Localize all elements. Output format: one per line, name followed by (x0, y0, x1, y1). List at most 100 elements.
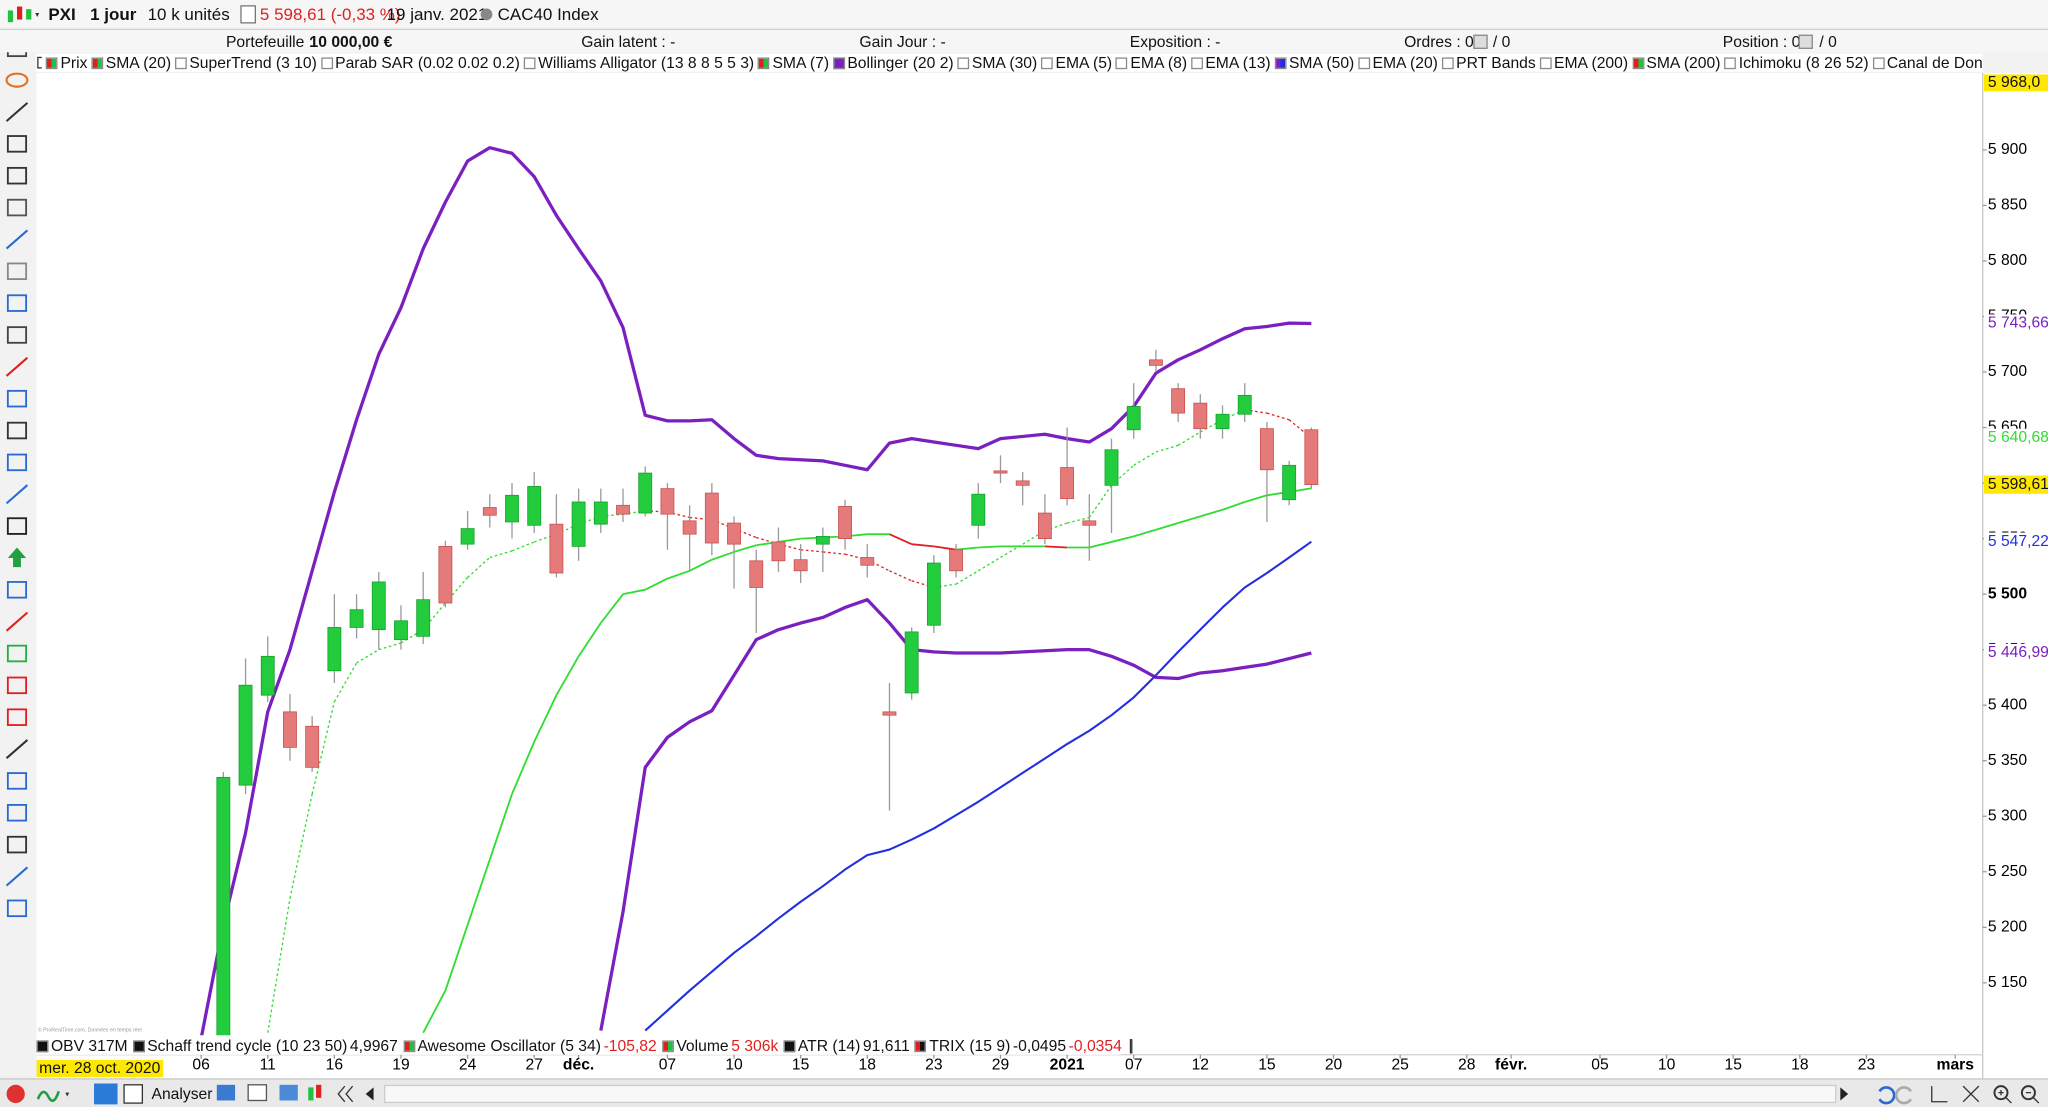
tool-icon[interactable] (6, 644, 28, 663)
last-price: 5 598,61 (-0,33 %) (259, 4, 401, 25)
zoom-out[interactable] (2020, 1085, 2036, 1101)
indicator-icon[interactable] (36, 1090, 61, 1103)
indicator-checkbox (1872, 56, 1885, 69)
tool-icon[interactable] (6, 326, 28, 344)
candle-body (815, 535, 830, 545)
tool-icon[interactable] (316, 1084, 322, 1098)
scrollbar[interactable] (383, 1084, 1837, 1104)
autoscale[interactable] (1931, 1086, 1948, 1103)
tool-icon[interactable] (6, 899, 28, 918)
tool-icon[interactable] (5, 229, 29, 250)
indicator-toggle[interactable]: SuperTrend (3 10) (174, 54, 317, 72)
indicator-label: ATR (14) (797, 1036, 861, 1055)
tool-icon[interactable] (6, 835, 28, 854)
indicator-toggle[interactable]: SMA (200) (1632, 54, 1720, 72)
indicator-toggle[interactable]: Canal de Don (1872, 54, 1983, 72)
units-select[interactable]: 10 k unités (147, 4, 230, 25)
tool-icon[interactable] (7, 547, 27, 568)
period-select[interactable]: 1 jour (90, 4, 137, 25)
orders-icon[interactable] (1473, 33, 1488, 49)
indicator-segment (578, 515, 602, 525)
lower-indicator[interactable]: Awesome Oscillator (5 34) -105,82 (403, 1037, 657, 1055)
tool-icon[interactable] (5, 484, 29, 505)
indicator-toggle[interactable]: EMA (8) (1116, 54, 1187, 72)
window-icon[interactable] (123, 1084, 144, 1104)
tool-icon[interactable] (6, 262, 28, 281)
indicator-toggle[interactable]: PRT Bands (1441, 54, 1536, 72)
tool-icon[interactable] (279, 1084, 298, 1101)
undo[interactable] (1878, 1086, 1896, 1105)
indicator-toggle[interactable]: EMA (13) (1190, 54, 1271, 72)
indicator-segment (533, 694, 558, 743)
share-icon[interactable] (94, 1083, 118, 1105)
candle-body (771, 541, 786, 562)
redo[interactable] (1894, 1086, 1912, 1105)
indicator-toggle[interactable]: Williams Alligator (13 8 8 5 5 3) (523, 54, 754, 72)
tool-icon[interactable] (216, 1084, 236, 1101)
indicator-toggle[interactable]: EMA (20) (1358, 54, 1438, 72)
tool-icon[interactable] (6, 421, 28, 440)
indicator-segment (1044, 545, 1068, 549)
scroll-step-left[interactable] (365, 1087, 374, 1101)
tool-icon[interactable] (6, 581, 28, 599)
instrument-name: CAC40 Index (497, 4, 599, 25)
indicator-toggle[interactable]: SMA (7) (758, 54, 829, 72)
scroll-left[interactable] (337, 1085, 354, 1103)
lower-indicator[interactable]: TRIX (15 9) -0,0495 -0,0354 (914, 1037, 1122, 1055)
alert-icon[interactable] (6, 1084, 25, 1104)
candle-body (616, 504, 630, 515)
indicator-checkbox (832, 56, 845, 69)
tool-icon[interactable] (247, 1084, 268, 1102)
info-icon[interactable] (240, 5, 256, 24)
tool-icon[interactable] (5, 866, 29, 887)
indicator-toggle[interactable]: Parab SAR (0.02 0.02 0.2) (320, 53, 520, 72)
indicator-label: Parab SAR (0.02 0.02 0.2) (335, 53, 520, 72)
indicator-segment (1244, 494, 1268, 503)
symbol[interactable]: PXI (48, 4, 76, 25)
tool-icon[interactable] (6, 517, 28, 535)
indicator-toggle[interactable]: EMA (200) (1539, 54, 1628, 72)
indicator-toggle[interactable]: Bollinger (20 2) (832, 54, 954, 72)
candle-body (549, 523, 564, 574)
indicator-toggle[interactable]: Ichimoku (8 26 52) (1724, 54, 1869, 72)
tool-icon[interactable] (5, 102, 29, 122)
tool-icon[interactable] (5, 356, 29, 377)
tool-icon[interactable] (6, 804, 28, 822)
indicator-segment (645, 510, 668, 513)
tool-icon[interactable] (5, 611, 29, 632)
lower-indicator[interactable]: OBV 317M (36, 1037, 128, 1055)
x-tick-label: 20 (1325, 1056, 1343, 1073)
tool-icon[interactable] (6, 708, 28, 726)
tool-icon[interactable] (6, 135, 28, 153)
lower-indicator[interactable]: Schaff trend cycle (10 23 50) 4,9967 (132, 1037, 398, 1055)
indicator-toggle[interactable]: Prix (46, 54, 87, 72)
y-tick-label: 5 850 (1988, 197, 2027, 214)
fit[interactable] (1962, 1085, 1980, 1103)
panel-icon[interactable] (1129, 1038, 1133, 1053)
indicator-toggle[interactable]: EMA (5) (1041, 54, 1112, 72)
tool-icon[interactable] (6, 166, 28, 185)
tool-icon[interactable] (6, 453, 28, 472)
last-value-label: 5 446,99 (1988, 644, 2048, 661)
indicator-segment (977, 556, 1001, 572)
scroll-right[interactable] (1840, 1087, 1849, 1101)
indicator-toggle[interactable]: SMA (20) (91, 54, 171, 72)
tool-icon[interactable] (6, 389, 28, 408)
candle-body (660, 488, 675, 515)
tool-icon[interactable] (6, 676, 28, 695)
tool-icon[interactable] (6, 772, 28, 790)
tool-icon[interactable] (5, 739, 29, 759)
lower-indicator[interactable]: ATR (14) 91,611 (783, 1036, 910, 1055)
tool-icon[interactable] (308, 1087, 314, 1101)
indicator-toggle[interactable]: SMA (30) (957, 54, 1037, 72)
tool-icon[interactable] (6, 294, 28, 312)
tool-icon[interactable] (5, 72, 29, 88)
indicator-toggle[interactable]: SMA (50) (1274, 54, 1354, 72)
chart-type-icon[interactable] (4, 3, 43, 26)
zoom-in[interactable] (1993, 1085, 2009, 1101)
analyse-button[interactable]: Analyser (151, 1084, 213, 1104)
candle-body (216, 776, 231, 1036)
lower-indicator[interactable]: Volume 5 306k (661, 1037, 778, 1055)
position-icon[interactable] (1798, 33, 1813, 49)
tool-icon[interactable] (6, 198, 28, 217)
